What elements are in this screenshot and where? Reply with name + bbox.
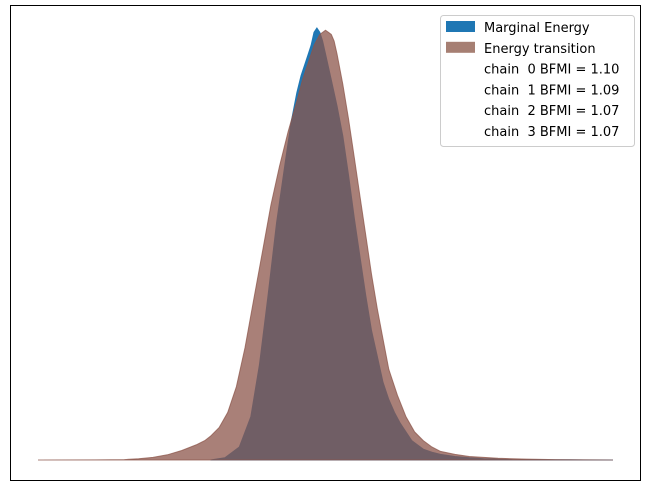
density-areas	[37, 27, 614, 461]
legend-swatch-0	[446, 21, 475, 32]
legend-label-0: Marginal Energy	[484, 21, 590, 36]
legend-box	[440, 15, 635, 147]
legend-label-1: Energy transition	[484, 42, 596, 57]
legend-label-5: chain 3 BFMI = 1.07	[484, 125, 619, 140]
legend-label-3: chain 1 BFMI = 1.09	[484, 83, 619, 98]
legend-label-4: chain 2 BFMI = 1.07	[484, 104, 619, 119]
legend: Marginal Energy Energy transition chain 0 …	[440, 15, 635, 147]
legend-label-2: chain 0 BFMI = 1.10	[484, 63, 619, 78]
density-area-energy-transition	[37, 29, 614, 461]
axes-frame	[10, 5, 641, 481]
legend-swatch-1	[446, 41, 475, 53]
